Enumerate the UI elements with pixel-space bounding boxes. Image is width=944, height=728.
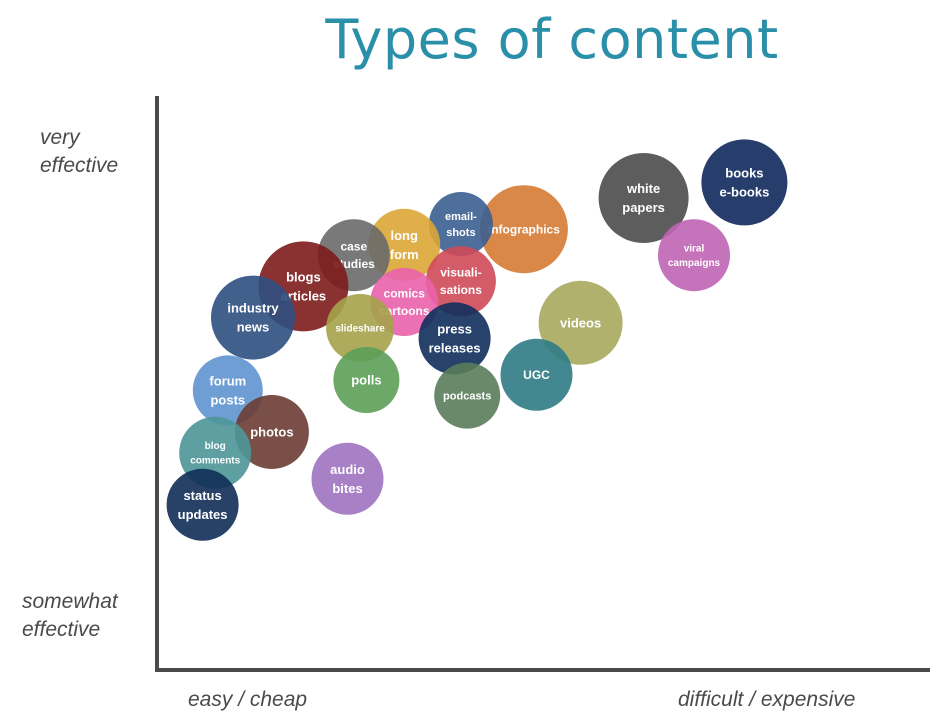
bubble-label: case xyxy=(340,240,367,254)
y-axis-low-label-line1: somewhat xyxy=(22,590,118,613)
bubble-ugc: UGC xyxy=(500,338,573,411)
x-axis-high-label: difficult / expensive xyxy=(678,688,856,711)
bubble-circle xyxy=(598,153,689,243)
bubble-label: e-books xyxy=(719,184,769,199)
y-axis-high-label: very effective xyxy=(40,124,118,180)
bubble-infographics: infographics xyxy=(479,185,568,274)
bubble-label: industry xyxy=(227,301,279,316)
y-axis-high-label-line1: very xyxy=(40,126,80,149)
bubble-press-releases: press releases xyxy=(418,302,491,375)
bubble-circle xyxy=(428,192,493,256)
bubble-circle xyxy=(658,219,730,292)
bubble-label: releases xyxy=(429,340,481,355)
bubble-circle xyxy=(479,185,568,274)
bubble-circle xyxy=(333,347,400,413)
bubble-photos: photos xyxy=(234,395,309,469)
bubble-label: shots xyxy=(446,227,475,239)
bubble-circle xyxy=(434,362,501,429)
bubble-white-papers: white papers xyxy=(598,153,689,243)
bubble-label: photos xyxy=(250,425,293,440)
bubble-label: status xyxy=(183,488,221,503)
bubble-label: campaigns xyxy=(668,258,721,269)
bubble-circle xyxy=(701,139,788,226)
y-axis-high-label-line2: effective xyxy=(40,154,119,177)
bubble-label: posts xyxy=(210,392,245,407)
x-axis-low-label: easy / cheap xyxy=(188,688,308,711)
bubble-circle xyxy=(425,246,496,317)
bubble-books-e-books: books e-books xyxy=(701,139,788,226)
bubble-label: visuali- xyxy=(440,266,481,280)
bubble-label: updates xyxy=(178,507,228,522)
bubble-label: blogs xyxy=(286,270,321,285)
bubble-videos: videos xyxy=(538,280,623,365)
bubble-viral-campaigns: viral campaigns xyxy=(658,219,730,292)
bubble-circle xyxy=(326,294,395,362)
bubble-label: forum xyxy=(209,374,246,389)
bubble-label: comments xyxy=(190,456,240,467)
bubble-circle xyxy=(538,280,623,365)
bubble-slideshare: slideshare xyxy=(326,294,395,362)
bubble-label: polls xyxy=(351,373,381,388)
bubble-label: long xyxy=(390,228,417,243)
chart-title: Types of content xyxy=(325,8,779,71)
bubble-label: papers xyxy=(622,200,665,215)
bubble-circle xyxy=(166,468,239,541)
bubble-polls: polls xyxy=(333,347,400,413)
bubble-group: books e-books white papers viral campaigns inf… xyxy=(166,139,788,541)
bubble-label: viral xyxy=(684,243,705,254)
bubble-circle xyxy=(500,338,573,411)
bubble-label: audio xyxy=(330,462,365,477)
bubble-email-shots: email-shots xyxy=(428,192,493,256)
bubble-label: cartoons xyxy=(379,304,430,318)
bubble-label: UGC xyxy=(523,368,550,382)
bubble-label: white xyxy=(626,181,660,196)
bubble-label: podcasts xyxy=(443,390,491,402)
bubble-label: press xyxy=(437,322,472,337)
bubble-circle xyxy=(211,275,295,360)
bubble-label: blog xyxy=(205,441,226,452)
bubble-podcasts: podcasts xyxy=(434,362,501,429)
y-axis-low-label-line2: effective xyxy=(22,618,101,641)
bubble-industry-news: industry news xyxy=(211,275,295,360)
bubble-label: videos xyxy=(560,315,601,330)
bubble-status-updates: status updates xyxy=(166,468,239,541)
bubble-label: email- xyxy=(445,211,477,223)
bubble-circle xyxy=(418,302,491,375)
bubble-label: news xyxy=(237,320,270,335)
bubble-label: sations xyxy=(440,283,482,297)
bubble-label: infographics xyxy=(488,222,560,236)
bubble-circle xyxy=(234,395,309,469)
bubble-circle xyxy=(311,442,384,515)
bubble-visuali-sations: visuali-sations xyxy=(425,246,496,317)
bubble-label: books xyxy=(725,166,763,181)
bubble-label: bites xyxy=(332,481,362,496)
bubble-label: comics xyxy=(384,287,426,301)
bubble-audio-bites: audio bites xyxy=(311,442,384,515)
bubble-label: articles xyxy=(281,288,327,303)
y-axis-low-label: somewhat effective xyxy=(22,588,118,644)
bubble-label: slideshare xyxy=(335,324,385,335)
bubble-label: form xyxy=(390,247,419,262)
